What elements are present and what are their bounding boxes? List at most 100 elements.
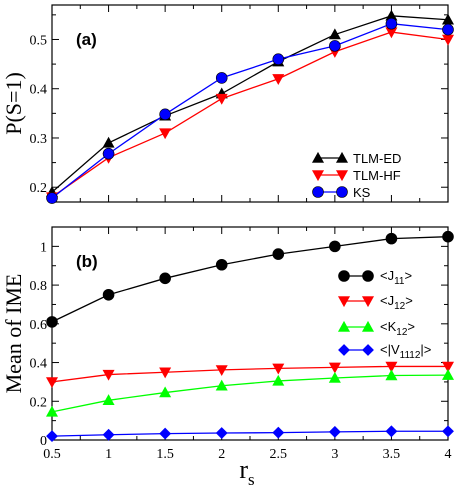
panel-b-data-point [441, 369, 455, 380]
panel-a-data-point [329, 40, 341, 52]
legend-marker [361, 296, 375, 308]
panel-b-data-point [442, 230, 454, 243]
panel-b-series-1 [45, 361, 455, 389]
panel-a-series-2 [46, 17, 454, 204]
x-tick-label: 0.5 [43, 447, 61, 462]
panel-b-data-point [328, 425, 341, 438]
legend-marker [311, 151, 325, 163]
panel-a-data-point [215, 72, 228, 84]
panel-b-data-point [385, 425, 398, 438]
panel-b-data-point [272, 248, 285, 260]
panel-b-data-point [45, 377, 59, 389]
panel-b-series-0 [46, 230, 454, 328]
panel-a-y-axis-label: P(S=1) [1, 72, 26, 135]
panel-b-series-line [51, 374, 449, 413]
legend-label-ks: KS [353, 185, 371, 200]
panel-b-y-tick-label: 1 [40, 240, 47, 255]
panel-b-data-point [215, 365, 228, 377]
legend-marker [362, 344, 374, 356]
panel-a-data-point [102, 136, 115, 148]
legend-label-3: <|V1112|> [380, 342, 431, 361]
panel-b-data-point [215, 427, 228, 439]
panel-b-data-point [441, 361, 455, 373]
panel-a-data-point [441, 34, 455, 46]
panel-b-data-point [385, 369, 398, 381]
panel-b-data-point [272, 363, 285, 375]
panel-a-data-point [159, 108, 171, 121]
legend-marker [362, 270, 374, 282]
panel-b-y-tick-label: 0.6 [30, 318, 48, 333]
x-tick-label: 1 [105, 447, 112, 462]
panel-a-series-line [51, 31, 449, 198]
panel-b-series-line [51, 236, 449, 323]
x-axis-label: rs [239, 455, 254, 487]
panel-a-y-tick-label: 0.2 [30, 181, 48, 196]
panel-a-data-point [272, 74, 285, 85]
panel-b-data-point [159, 367, 172, 379]
x-tick-label: 3 [331, 447, 338, 462]
panel-a-y-tick-label: 0.5 [30, 33, 48, 48]
panel-b-label: (b) [76, 252, 98, 271]
legend-marker [338, 270, 350, 282]
panel-b-data-point [46, 430, 58, 443]
panel-b-y-axis-label: Mean of IME [1, 274, 26, 394]
panel-b-y-tick-label: 0.2 [30, 395, 48, 410]
legend-label-0: <J11> [380, 268, 412, 287]
panel-b-series-3 [46, 425, 454, 443]
panel-a-label: (a) [76, 30, 97, 49]
panel-a-series-line [51, 23, 449, 199]
panel-b-y-tick-label: 0.8 [30, 279, 48, 294]
panel-a-data-point [46, 192, 58, 204]
legend-marker [336, 186, 348, 198]
legend-marker [337, 296, 351, 308]
panel-b-data-point [385, 361, 398, 373]
panel-b-data-point [159, 427, 172, 440]
legend-label-2: <K12> [380, 319, 415, 338]
panel-a-y-tick-label: 0.3 [30, 132, 48, 147]
x-tick-label: 2 [218, 447, 225, 462]
panel-a-data-point [159, 128, 172, 140]
panel-a-y-tick-label: 0.4 [30, 83, 48, 98]
panel-b-data-point [159, 272, 171, 285]
panel-a-data-point [102, 147, 115, 160]
x-tick-label: 3.5 [383, 447, 401, 462]
panel-b-data-point [102, 394, 115, 406]
legend-label-tlm-ed: TLM-ED [353, 151, 401, 166]
panel-b-y-tick-label: 0.4 [30, 357, 48, 372]
panel-b-data-point [328, 362, 341, 374]
legend-label-1: <J12> [380, 293, 413, 312]
panel-b-y-tick-label: 0 [40, 434, 47, 449]
panel-b-data-point [102, 369, 115, 381]
legend-marker [361, 320, 375, 332]
legend-marker [335, 151, 349, 163]
x-tick-label: 4 [445, 447, 452, 462]
legend-marker [312, 186, 324, 198]
x-tick-label: 2.5 [270, 447, 288, 462]
legend-label-tlm-hf: TLM-HF [353, 168, 401, 183]
legend-marker [311, 170, 325, 182]
panel-b-data-point [442, 425, 454, 438]
x-tick-label: 1.5 [156, 447, 174, 462]
legend-marker [338, 344, 350, 356]
panel-a-series-line [51, 15, 449, 193]
panel-a-data-point [215, 93, 228, 105]
panel-a-data-point [328, 28, 341, 40]
legend-marker [337, 320, 351, 332]
panel-b-data-point [329, 240, 341, 253]
panel-b-data-point [46, 316, 58, 328]
panel-b-data-point [328, 371, 341, 383]
panel-b-data-point [45, 405, 59, 417]
panel-b-data-point [102, 288, 115, 301]
panel-b-data-point [159, 386, 172, 398]
panel-b-series-line [51, 365, 448, 383]
panel-b-data-point [272, 374, 285, 386]
legend-marker [335, 170, 349, 182]
panel-a-data-point [442, 23, 454, 36]
panel-b-data-point [272, 426, 285, 439]
panel-b-data-point [215, 379, 228, 391]
panel-a-data-point [385, 17, 398, 30]
panel-b-data-point [102, 428, 115, 441]
panel-b-data-point [215, 258, 228, 271]
panel-b-series-2 [45, 369, 455, 417]
